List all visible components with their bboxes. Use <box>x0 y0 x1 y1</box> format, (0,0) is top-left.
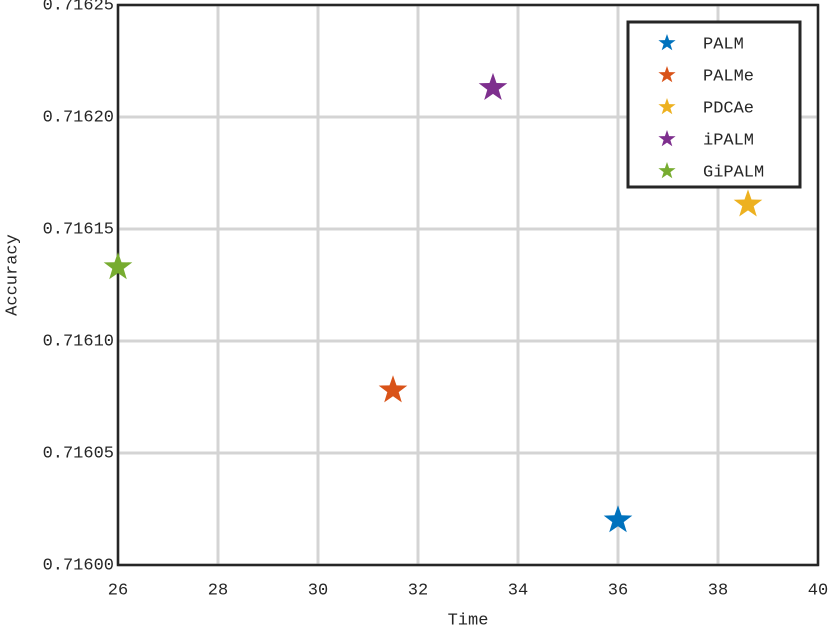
y-tick-label: 0.71625 <box>43 0 114 15</box>
legend-label: PALM <box>703 35 744 54</box>
legend-box <box>626 20 802 189</box>
x-tick-label: 28 <box>208 581 228 600</box>
x-tick-label: 34 <box>508 581 528 600</box>
point <box>378 375 408 403</box>
legend-marker <box>658 34 676 51</box>
legend-label: GiPALM <box>703 163 764 182</box>
x-tick-label: 26 <box>108 581 128 600</box>
x-tick-label: 38 <box>708 581 728 600</box>
legend-marker <box>658 98 676 115</box>
point <box>733 189 763 217</box>
plot-frame <box>116 3 820 567</box>
legend-label: PALMe <box>703 67 754 86</box>
x-tick-label: 40 <box>808 581 828 600</box>
y-tick-label: 0.71620 <box>43 108 114 127</box>
y-tick-label: 0.71600 <box>43 556 114 575</box>
legend-marker <box>658 162 676 179</box>
legend-marker <box>658 130 676 147</box>
y-tick-label: 0.71615 <box>43 220 114 239</box>
y-tick-label: 0.71605 <box>43 444 114 463</box>
x-tick-label: 30 <box>308 581 328 600</box>
legend-label: PDCAe <box>703 99 754 118</box>
legend-marker <box>658 66 676 83</box>
x-tick-label: 32 <box>408 581 428 600</box>
y-axis-label: Accuracy <box>3 234 22 316</box>
point <box>478 72 508 100</box>
y-tick-label: 0.71610 <box>43 332 114 351</box>
x-tick-label: 36 <box>608 581 628 600</box>
legend-label: iPALM <box>703 131 754 150</box>
x-axis-label: Time <box>448 611 489 628</box>
point <box>103 252 133 280</box>
point <box>603 505 633 533</box>
